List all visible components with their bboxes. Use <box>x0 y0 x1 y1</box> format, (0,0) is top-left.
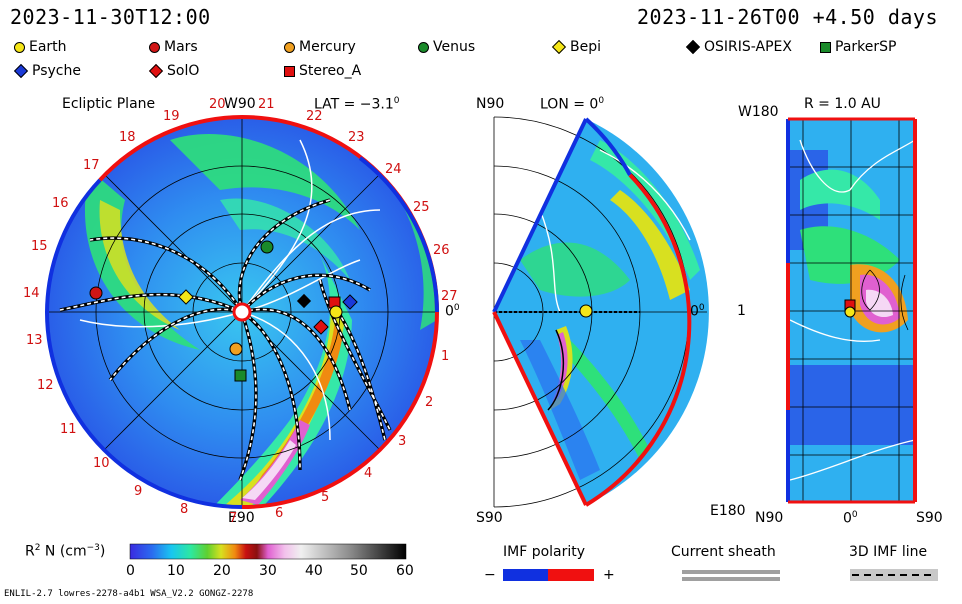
ecliptic-bottom-label: E90 <box>228 510 255 526</box>
cr-24: 24 <box>385 162 402 177</box>
imf-3d-title: 3D IMF line <box>849 544 928 560</box>
legend-bepi: Bepi <box>551 39 601 55</box>
colorbar-tick-60: 60 <box>396 563 414 579</box>
imf-line-sample <box>850 569 938 581</box>
cr-5: 5 <box>321 490 330 505</box>
cr-11: 11 <box>60 422 77 437</box>
cr-15: 15 <box>31 239 48 254</box>
colorbar-tick-50: 50 <box>350 563 368 579</box>
legend-venus: Venus <box>418 39 475 55</box>
mars-marker-icon <box>149 41 160 53</box>
venus-marker-icon <box>418 41 429 53</box>
legend-osiris-apex: OSIRIS-APEX <box>685 39 792 55</box>
current-sheath-sample <box>682 570 780 581</box>
meridional-right-label: 00 <box>690 303 705 320</box>
mercury-marker <box>229 342 243 356</box>
legend-mercury: Mercury <box>284 39 356 55</box>
current-sheath-title: Current sheath <box>671 544 776 560</box>
earth-marker-icon <box>14 41 25 53</box>
cr-16: 16 <box>52 196 69 211</box>
radial-earth-marker <box>844 306 856 318</box>
psyche-marker <box>342 294 358 310</box>
cr-3: 3 <box>398 434 407 449</box>
radial-x-left: N90 <box>755 510 784 526</box>
cr-10: 10 <box>93 456 110 471</box>
cr-7: 7 <box>229 511 238 526</box>
radial-mid-left: 1 <box>737 303 746 319</box>
ecliptic-top-label: W90 <box>224 96 256 112</box>
cr-13: 13 <box>26 333 43 348</box>
imf-minus: − <box>484 567 496 583</box>
radial-x-mid: 00 <box>843 510 858 527</box>
cr-22: 22 <box>306 109 323 124</box>
cr-25: 25 <box>413 200 430 215</box>
model-footer: ENLIL-2.7 lowres-2278-a4b1 WSA_V2.2 GONG… <box>4 589 254 599</box>
legend-parkersp: ParkerSP <box>820 39 896 55</box>
colorbar-tick-20: 20 <box>213 563 231 579</box>
cr-14: 14 <box>23 286 40 301</box>
ecliptic-lat: LAT = −3.10 <box>314 96 400 113</box>
legend-stereo-a: Stereo_A <box>284 63 361 79</box>
radial-map-panel <box>786 117 917 504</box>
legend-mars: Mars <box>149 39 198 55</box>
mercury-marker-icon <box>284 41 295 53</box>
radial-top-left: W180 <box>738 104 779 120</box>
earth-marker <box>329 305 343 319</box>
cr-19: 19 <box>163 109 180 124</box>
cr-18: 18 <box>119 130 136 145</box>
parkersp-marker-icon <box>820 41 831 53</box>
cr-4: 4 <box>364 466 373 481</box>
cr-26: 26 <box>433 243 450 258</box>
legend-psyche: Psyche <box>13 63 81 79</box>
meridional-bottom-label: S90 <box>476 510 503 526</box>
ecliptic-title: Ecliptic Plane <box>62 96 156 112</box>
cr-2: 2 <box>425 395 434 410</box>
meridional-top-label: N90 <box>476 96 505 112</box>
cr-20: 20 <box>209 97 226 112</box>
cr-8: 8 <box>180 502 189 517</box>
imf-polarity-title: IMF polarity <box>503 544 586 560</box>
radial-x-right: S90 <box>916 510 943 526</box>
model-time: 2023-11-30T12:00 <box>10 5 211 29</box>
radial-title: R = 1.0 AU <box>804 96 881 112</box>
osiris-apex-marker <box>296 293 312 309</box>
bepi-marker <box>178 289 194 305</box>
cr-17: 17 <box>83 158 100 173</box>
meridional-earth-marker <box>579 304 593 318</box>
cr-12: 12 <box>37 378 54 393</box>
density-colorbar <box>129 543 407 560</box>
legend-solo: SolO <box>148 63 199 79</box>
solo-marker <box>313 319 329 335</box>
colorbar-label: R2 N (cm−3) <box>25 543 106 560</box>
cr-21: 21 <box>258 97 275 112</box>
venus-marker <box>260 240 274 254</box>
cr-23: 23 <box>348 130 365 145</box>
colorbar-tick-0: 0 <box>126 563 135 579</box>
parkersp-marker <box>234 369 247 382</box>
colorbar-tick-30: 30 <box>259 563 277 579</box>
cr-27: 27 <box>441 289 458 304</box>
colorbar-tick-10: 10 <box>167 563 185 579</box>
meridional-panel <box>492 116 709 508</box>
radial-bottom-left: E180 <box>710 503 746 519</box>
imf-polarity-bar <box>503 569 594 581</box>
mars-marker <box>89 286 103 300</box>
stereo-a-marker-icon <box>284 65 295 77</box>
cr-9: 9 <box>134 484 143 499</box>
meridional-title: LON = 00 <box>540 96 605 113</box>
ecliptic-right-label: 00 <box>445 303 460 320</box>
imf-plus: + <box>603 567 615 583</box>
colorbar-tick-40: 40 <box>305 563 323 579</box>
legend-earth: Earth <box>14 39 67 55</box>
run-time: 2023-11-26T00 +4.50 days <box>637 5 938 29</box>
cr-6: 6 <box>275 506 284 521</box>
cr-1: 1 <box>441 349 450 364</box>
